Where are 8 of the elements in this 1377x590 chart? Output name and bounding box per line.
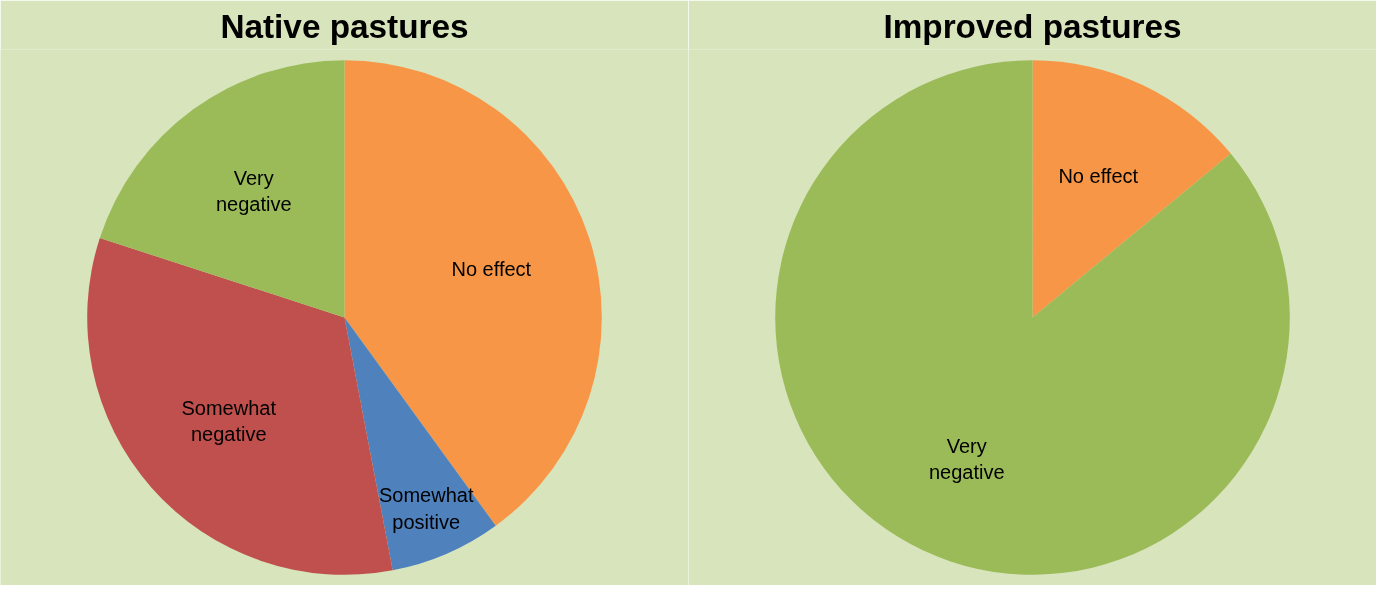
chart-title: Improved pastures [883, 7, 1182, 45]
slice-label: Somewhat negative [181, 396, 277, 445]
slice-label: Very negative [928, 434, 1005, 483]
slice-label: Somewhat positive [379, 484, 474, 533]
chart-title: Native pastures [220, 7, 469, 45]
slice-label: No effect [451, 258, 532, 281]
slice-label: Very negative [215, 167, 292, 216]
slice-label: No effect [1058, 165, 1139, 188]
